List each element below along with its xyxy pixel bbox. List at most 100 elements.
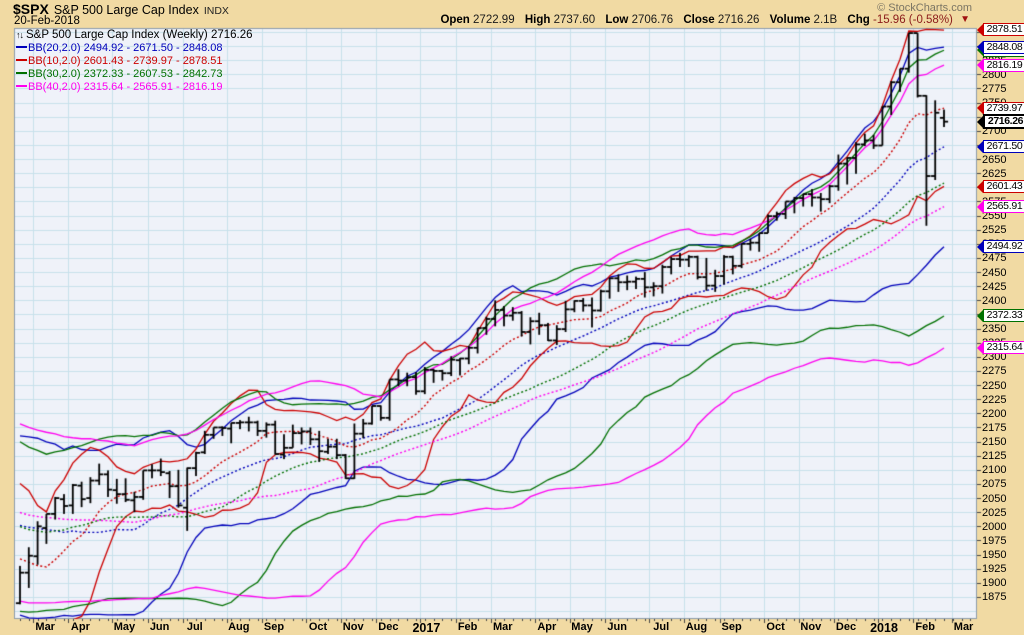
chart-title: $SPX S&P 500 Large Cap Index INDX xyxy=(13,1,229,17)
y-axis-tick-label: 2650 xyxy=(982,153,1007,166)
legend-band-row: BB(30,2.0) 2372.33 - 2607.53 - 2842.73 xyxy=(16,68,253,81)
band-price-box: 2848.08 xyxy=(977,40,1024,54)
y-axis-tick-label: 2025 xyxy=(982,506,1007,519)
y-axis-tick-label: 2275 xyxy=(982,365,1007,378)
price-box-value: 2315.64 xyxy=(983,341,1024,355)
y-axis-tick-label: 2250 xyxy=(982,379,1007,392)
y-axis-tick-label: 2425 xyxy=(982,280,1007,293)
y-axis-tick-label: 1925 xyxy=(982,563,1007,576)
price-box-value: 2816.19 xyxy=(983,58,1024,72)
chart-date: 20-Feb-2018 xyxy=(14,15,80,27)
y-axis-tick-label: 2125 xyxy=(982,450,1007,463)
ticker-symbol: $SPX xyxy=(13,1,49,17)
x-axis-month-label: May xyxy=(571,621,593,633)
x-axis-month-label: Oct xyxy=(766,621,785,633)
band-price-box: 2816.19 xyxy=(977,58,1024,72)
price-box-notch xyxy=(977,140,983,153)
x-axis-month-label: Dec xyxy=(835,621,857,633)
last-price-box: 2716.26 xyxy=(977,114,1024,130)
open-value: 2722.99 xyxy=(473,14,515,26)
y-axis-tick-label: 1950 xyxy=(982,549,1007,562)
x-axis-month-label: Aug xyxy=(228,621,250,633)
x-axis-month-label: May xyxy=(113,621,136,633)
x-axis-month-label: Feb xyxy=(915,621,935,633)
low-value: 2706.76 xyxy=(631,14,674,26)
y-axis-tick-label: 2400 xyxy=(982,294,1007,307)
y-axis-tick-label: 2350 xyxy=(982,323,1007,336)
price-box-notch xyxy=(977,200,983,213)
band-price-box: 2601.43 xyxy=(977,180,1024,194)
y-axis-tick-label: 2800 xyxy=(982,68,1007,81)
x-axis-month-label: Mar xyxy=(35,621,55,633)
legend: ↑↓ S&P 500 Large Cap Index (Weekly) 2716.… xyxy=(16,29,253,94)
high-value: 2737.60 xyxy=(553,14,596,26)
open-label: Open xyxy=(440,14,470,26)
y-axis-tick-label: 2075 xyxy=(982,478,1007,491)
band-color-dash-icon xyxy=(16,71,27,74)
y-axis-tick-label: 2100 xyxy=(982,464,1007,477)
x-axis-year-label: 2018 xyxy=(870,621,898,635)
price-box-notch xyxy=(977,102,983,115)
x-axis-month-label: Mar xyxy=(953,621,974,633)
price-box-value: 2671.50 xyxy=(983,140,1024,154)
volume-label: Volume xyxy=(769,14,811,26)
band-price-box: 2565.91 xyxy=(977,200,1024,214)
legend-band-row: BB(40,2.0) 2315.64 - 2565.91 - 2816.19 xyxy=(16,81,253,94)
legend-title-value: 2716.26 xyxy=(210,29,253,41)
high-label: High xyxy=(524,14,551,26)
band-color-dash-icon xyxy=(16,58,27,61)
x-axis-month-label: Feb xyxy=(457,621,478,633)
price-box-notch xyxy=(977,59,983,72)
x-axis-month-label: Nov xyxy=(342,621,364,633)
legend-title-text: S&P 500 Large Cap Index (Weekly) xyxy=(26,29,208,41)
x-axis-month-label: Jun xyxy=(607,621,627,633)
volume-value: 2.1B xyxy=(813,14,838,26)
y-axis-tick-label: 2625 xyxy=(982,167,1007,180)
y-axis-tick-label: 1900 xyxy=(982,577,1007,590)
close-label: Close xyxy=(683,14,715,26)
x-axis-month-label: Apr xyxy=(70,621,90,633)
price-box-notch xyxy=(977,240,983,253)
close-value: 2716.26 xyxy=(717,14,760,26)
price-box-value: 2565.91 xyxy=(983,200,1024,214)
band-color-dash-icon xyxy=(16,45,27,48)
quote-summary: Open 2722.99 High 2737.60 Low 2706.76 Cl… xyxy=(433,14,970,26)
band-price-box: 2494.92 xyxy=(977,240,1024,254)
y-axis-tick-label: 1875 xyxy=(982,591,1007,604)
y-axis-tick-label: 2050 xyxy=(982,492,1007,505)
x-axis-month-label: Apr xyxy=(537,621,557,633)
y-axis-tick-label: 2000 xyxy=(982,520,1007,533)
band-price-box: 2671.50 xyxy=(977,140,1024,154)
band-price-box: 2878.51 xyxy=(977,23,1024,37)
x-axis-month-label: Aug xyxy=(685,621,708,633)
y-axis-tick-label: 2200 xyxy=(982,407,1007,420)
x-axis-month-label: Sep xyxy=(263,621,285,633)
x-axis-month-label: Nov xyxy=(800,621,822,633)
down-triangle-icon: ▼ xyxy=(960,14,970,25)
y-axis-tick-label: 2450 xyxy=(982,266,1007,279)
y-axis-tick-label: 2225 xyxy=(982,393,1007,406)
price-box-notch xyxy=(977,180,983,193)
price-box-notch xyxy=(977,41,983,54)
band-price-box: 2315.64 xyxy=(977,341,1024,355)
price-box-notch xyxy=(977,309,983,322)
legend-band-label: BB(30,2.0) 2372.33 - 2607.53 - 2842.73 xyxy=(28,68,223,80)
y-axis-tick-label: 2525 xyxy=(982,224,1007,237)
band-price-box: 2739.97 xyxy=(977,101,1024,115)
x-axis-month-label: Mar xyxy=(493,621,513,633)
price-box-value: 2848.08 xyxy=(983,40,1024,54)
up-down-arrows-icon: ↑↓ xyxy=(16,30,24,40)
legend-band-label: BB(40,2.0) 2315.64 - 2565.91 - 2816.19 xyxy=(28,81,223,93)
legend-band-row: BB(20,2.0) 2494.92 - 2671.50 - 2848.08 xyxy=(16,42,253,55)
y-axis-tick-label: 2175 xyxy=(982,421,1007,434)
low-label: Low xyxy=(605,14,629,26)
index-name: S&P 500 Large Cap Index xyxy=(53,3,199,17)
x-axis-month-label: Dec xyxy=(378,621,399,633)
x-axis-year-label: 2017 xyxy=(412,621,441,635)
y-axis-tick-label: 2150 xyxy=(982,436,1007,449)
exchange-label: INDX xyxy=(203,5,229,17)
chg-value: -15.96 (-0.58%) xyxy=(872,14,953,26)
price-box-value: 2878.51 xyxy=(983,23,1024,37)
